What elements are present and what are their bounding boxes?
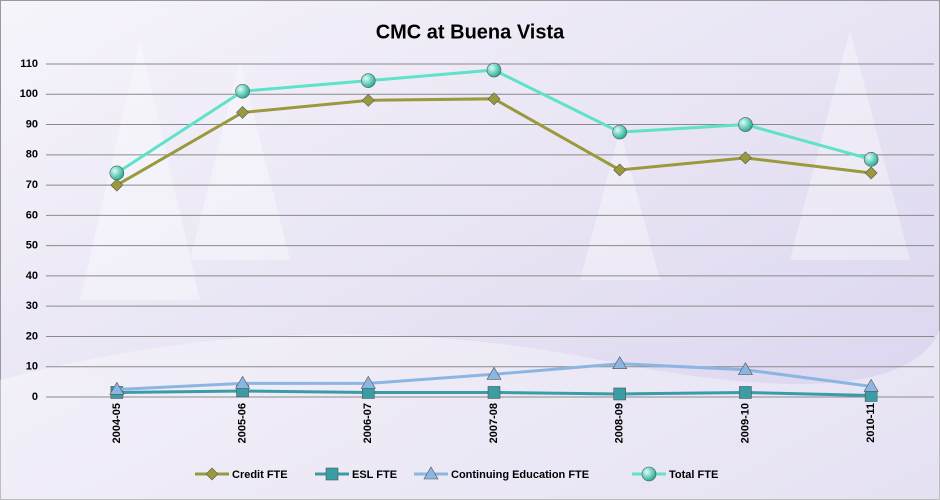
x-tick-label: 2006-07 (362, 403, 374, 443)
y-tick-label: 90 (26, 118, 38, 130)
marker (738, 118, 752, 132)
marker (613, 125, 627, 139)
marker (642, 467, 656, 481)
y-tick-label: 30 (26, 300, 38, 312)
y-tick-label: 60 (26, 209, 38, 221)
y-tick-label: 0 (32, 391, 38, 403)
x-tick-label: 2007-08 (488, 403, 500, 443)
x-tick-label: 2010-11 (865, 403, 877, 443)
chart-title: CMC at Buena Vista (376, 21, 565, 43)
legend-label: Total FTE (669, 469, 718, 481)
marker (488, 386, 500, 398)
marker (739, 386, 751, 398)
legend-label: Continuing Education FTE (451, 469, 589, 481)
marker (864, 152, 878, 166)
y-tick-label: 110 (20, 58, 38, 70)
marker (361, 74, 375, 88)
x-tick-label: 2004-05 (111, 403, 123, 443)
chart: CMC at Buena Vista 0 10 20 30 40 50 60 70 80 90 10… (0, 0, 940, 500)
marker (614, 388, 626, 400)
marker (236, 84, 250, 98)
y-tick-label: 80 (26, 149, 38, 161)
marker (487, 63, 501, 77)
x-tick-label: 2008-09 (614, 403, 626, 443)
x-tick-label: 2005-06 (236, 403, 248, 443)
y-tick-label: 100 (20, 88, 38, 100)
y-tick-label: 10 (26, 361, 38, 373)
x-tick-label: 2009-10 (739, 403, 751, 443)
y-tick-label: 70 (26, 179, 38, 191)
marker (110, 166, 124, 180)
marker (326, 468, 338, 480)
legend-item: ESL FTE (315, 468, 397, 481)
y-tick-label: 20 (26, 330, 38, 342)
legend-label: ESL FTE (352, 469, 397, 481)
legend-item: Total FTE (632, 467, 718, 481)
legend-label: Credit FTE (232, 469, 288, 481)
y-tick-label: 50 (26, 240, 38, 252)
y-tick-label: 40 (26, 270, 38, 282)
